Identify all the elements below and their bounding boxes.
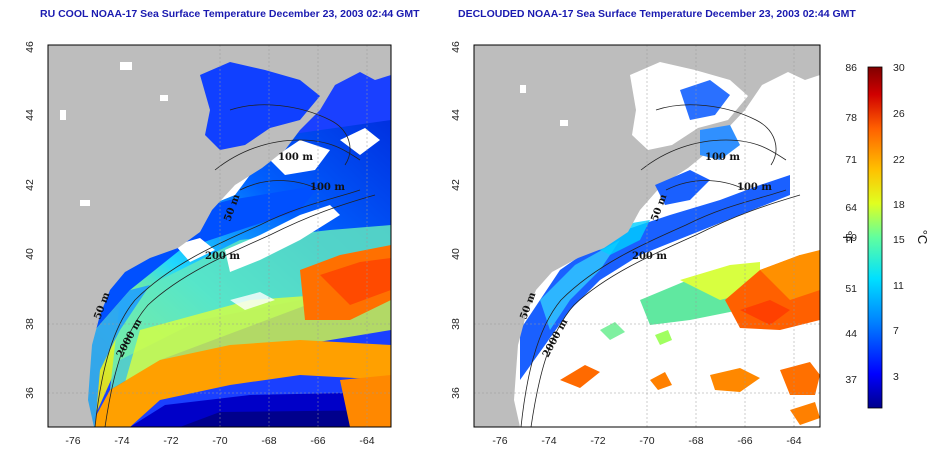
gulf-stream [90,340,391,427]
y-tick-label: 40 [24,248,36,260]
c-tick-label: 7 [893,325,899,337]
land-mass [474,45,820,427]
left-map: 100 m 100 m 50 m 200 m 50 m 2000 m [48,45,391,427]
contour-label: 100 m [705,152,740,163]
f-tick-label: 44 [845,328,857,340]
f-tick-label: 86 [845,62,857,74]
colorbar-gradient [867,66,883,409]
f-tick-label: 78 [845,112,857,124]
f-tick-label: 71 [845,154,857,166]
c-tick-label: 18 [893,199,905,211]
f-tick-label: 51 [845,283,857,295]
left-y-axis: 36 38 40 42 44 46 [24,41,36,399]
x-tick-label: -76 [65,435,80,447]
y-tick-label: 42 [24,179,36,191]
x-tick-label: -70 [212,435,227,447]
bathymetry-contours [520,104,801,427]
y-tick-label: 46 [24,41,36,53]
contour-label: 100 m [278,152,313,163]
contour-label: 100 m [310,182,345,193]
land-mass [48,45,391,427]
right-map-title: DECLOUDED NOAA-17 Sea Surface Temperatur… [458,8,856,20]
c-tick-label: 15 [893,234,905,246]
x-tick-label: -74 [114,435,129,447]
c-tick-label: 3 [893,371,899,383]
colorbar-unit-fahrenheit: °F [840,230,855,243]
y-tick-label: 36 [24,387,36,399]
y-tick-label: 46 [450,41,462,53]
colorbar-unit-celsius: °C [915,230,930,245]
x-tick-label: -66 [737,435,752,447]
colorbar: 86 78 71 64 59 51 44 37 30 26 22 18 15 1… [840,62,930,409]
colorbar-celsius-ticks: 30 26 22 18 15 11 7 3 [893,62,905,383]
right-map-frame [473,44,821,428]
left-map-frame [47,44,392,428]
c-tick-label: 22 [893,154,905,166]
y-tick-label: 38 [24,318,36,330]
x-tick-label: -68 [261,435,276,447]
c-tick-label: 11 [893,280,904,292]
c-tick-label: 26 [893,108,905,120]
f-tick-label: 37 [845,374,857,386]
x-tick-label: -72 [590,435,605,447]
y-tick-label: 44 [450,109,462,121]
c-tick-label: 30 [893,62,905,74]
right-x-axis: -76 -74 -72 -70 -68 -66 -64 [492,435,801,447]
contour-label: 200 m [205,251,240,262]
f-tick-label: 64 [845,202,857,214]
f-tick-label: 59 [845,232,857,244]
right-map: 100 m 100 m 50 m 200 m 50 m 2000 m [474,45,820,427]
x-tick-label: -72 [163,435,178,447]
x-tick-label: -74 [541,435,556,447]
contour-label: 200 m [632,251,667,262]
x-tick-label: -64 [786,435,801,447]
cloud-patch [225,205,340,272]
y-tick-label: 44 [24,109,36,121]
x-tick-label: -66 [310,435,325,447]
right-y-axis: 36 38 40 42 44 46 [450,41,462,399]
bathymetry-contours [94,104,376,427]
left-map-title: RU COOL NOAA-17 Sea Surface Temperature … [40,8,420,20]
x-tick-label: -64 [359,435,374,447]
x-tick-label: -76 [492,435,507,447]
y-tick-label: 38 [450,318,462,330]
x-tick-label: -68 [688,435,703,447]
y-tick-label: 40 [450,248,462,260]
left-x-axis: -76 -74 -72 -70 -68 -66 -64 [65,435,374,447]
y-tick-label: 36 [450,387,462,399]
y-tick-label: 42 [450,179,462,191]
colorbar-fahrenheit-ticks: 86 78 71 64 59 51 44 37 [845,62,857,386]
x-tick-label: -70 [639,435,654,447]
contour-label: 100 m [737,182,772,193]
